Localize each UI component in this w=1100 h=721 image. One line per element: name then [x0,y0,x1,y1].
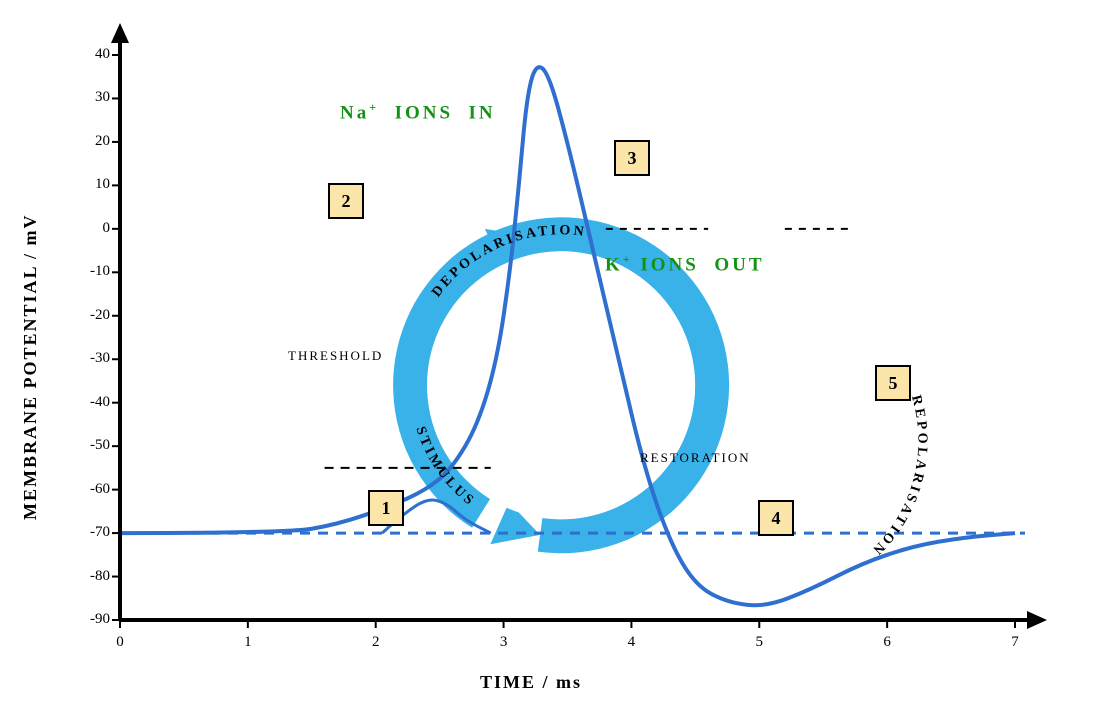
x-tick: 1 [228,634,268,651]
y-tick: 30 [62,89,110,106]
x-axis-label: TIME / ms [480,672,582,693]
y-tick: -30 [62,350,110,367]
y-tick: -90 [62,611,110,628]
ion-label-0: Na+ IONS IN [340,100,496,124]
x-tick: 5 [739,634,779,651]
x-tick: 3 [484,634,524,651]
number-box-3: 3 [614,140,650,176]
y-tick: -80 [62,568,110,585]
number-box-1: 1 [368,490,404,526]
y-tick: 10 [62,176,110,193]
x-tick: 4 [611,634,651,651]
y-tick: -10 [62,263,110,280]
threshold-label: THRESHOLD [288,348,383,364]
ion-label-1: K+ IONS OUT [605,252,765,276]
y-tick: 40 [62,46,110,63]
number-box-5: 5 [875,365,911,401]
number-box-4: 4 [758,500,794,536]
restoration-label: RESTORATION [640,450,751,466]
y-tick: -20 [62,307,110,324]
x-tick: 6 [867,634,907,651]
x-tick: 2 [356,634,396,651]
y-tick: -60 [62,481,110,498]
x-tick: 0 [100,634,140,651]
diagram-svg: DEPOLARISATION REPOLARISATION STIMULUS [0,0,1100,721]
y-tick: 20 [62,133,110,150]
y-tick: 0 [62,220,110,237]
x-tick: 7 [995,634,1035,651]
y-tick: -40 [62,394,110,411]
number-box-2: 2 [328,183,364,219]
y-axis-label: MEMBRANE POTENTIAL / mV [20,180,41,520]
y-tick: -70 [62,524,110,541]
y-tick: -50 [62,437,110,454]
